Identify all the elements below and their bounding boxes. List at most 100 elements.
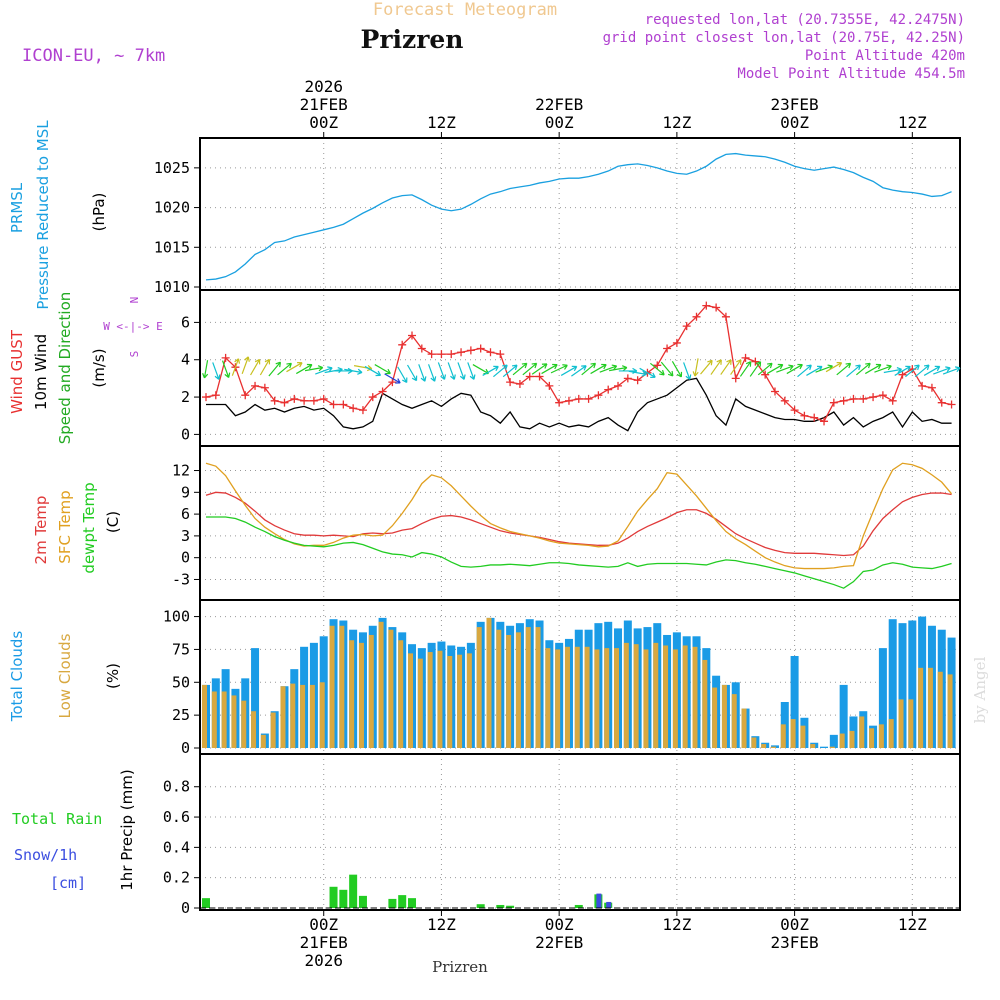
wind-ytick-label: 0 [181, 425, 190, 443]
wind-arrow [221, 360, 231, 378]
snow-bar [606, 901, 612, 908]
gust-marker [937, 398, 946, 407]
low-cloud-bar [643, 649, 649, 748]
low-cloud-bar [672, 649, 678, 748]
gust-marker [241, 391, 250, 400]
gust-marker [506, 378, 515, 387]
wind-arrow [212, 362, 221, 380]
gust-marker [211, 391, 220, 400]
pressure-frame [199, 137, 961, 291]
low-cloud-bar [378, 621, 384, 748]
wind-arrow [766, 363, 784, 375]
gust-marker [270, 396, 279, 405]
low-cloud-bar [878, 724, 884, 748]
wind-arrow [286, 362, 303, 373]
gust-marker [260, 383, 269, 392]
pressure-ytick-label: 1015 [154, 238, 190, 256]
low-cloud-bar [555, 649, 561, 748]
pressure-label-desc: Pressure Reduced to MSL [34, 120, 52, 310]
low-cloud-bar [241, 700, 247, 748]
cloud-unit: (%) [104, 663, 122, 689]
clouds-ytick-label: 0 [181, 739, 190, 757]
gust-marker [947, 400, 956, 409]
wind-labels: Wind GUST 10m Wind Speed and Direction (… [8, 292, 163, 445]
gust-marker [476, 344, 485, 353]
wind-arrow [894, 365, 911, 376]
temperature-frame [199, 445, 961, 601]
total-cloud-bar [770, 745, 779, 748]
gust-marker [457, 348, 466, 357]
wind-arrow [296, 363, 313, 375]
gust-marker [770, 387, 779, 396]
footer-location: Prizren [432, 958, 488, 976]
time-label-bottom: 00Z [780, 915, 809, 934]
precip-ytick-label: 0.6 [163, 808, 190, 826]
wind-arrow [437, 362, 447, 380]
gust-marker [859, 394, 868, 403]
time-label-top: 21FEB [300, 95, 348, 114]
low-cloud-bar [927, 667, 933, 748]
low-cloud-bar [810, 744, 816, 748]
low-cloud-bar [408, 653, 414, 748]
wind-arrow [493, 364, 508, 378]
wind-arrow [384, 373, 401, 384]
wind10-line [206, 377, 952, 432]
low-cloud-bar [682, 645, 688, 748]
gust-marker [447, 350, 456, 359]
wind-arrow [599, 364, 618, 373]
total-cloud-bar [839, 684, 848, 748]
gust-marker [525, 372, 534, 381]
wind-label-gust: Wind GUST [8, 329, 26, 414]
low-cloud-bar [780, 724, 786, 748]
low-cloud-bar [937, 671, 943, 748]
gust-marker [417, 344, 426, 353]
precip-label-rain: Total Rain [12, 810, 102, 828]
compass-we: W <-|-> E [103, 320, 163, 333]
wind-arrow [277, 362, 292, 376]
wind-arrow [353, 365, 373, 372]
wind-arrow [846, 364, 861, 378]
low-cloud-bar [457, 654, 463, 748]
total-cloud-bar [829, 734, 838, 748]
gust-marker [849, 394, 858, 403]
low-cloud-bar [398, 640, 404, 748]
low-cloud-bar [731, 694, 737, 748]
wind-arrow [541, 363, 558, 375]
time-label-bottom: 23FEB [771, 933, 819, 952]
wind-arrow [864, 363, 882, 375]
gust-marker [300, 396, 309, 405]
gust-marker [633, 376, 642, 385]
low-cloud-bar [211, 691, 217, 748]
gust-marker [918, 381, 927, 390]
model-altitude: Model Point Altitude 454.5m [737, 66, 965, 82]
low-cloud-bar [486, 617, 492, 748]
low-cloud-bar [515, 632, 521, 748]
wind-arrow [531, 363, 548, 375]
low-cloud-bar [702, 659, 708, 748]
low-cloud-bar [388, 629, 394, 748]
wind-arrow [397, 366, 408, 383]
gust-marker [614, 381, 623, 390]
wind-arrow [512, 362, 528, 376]
low-cloud-bar [692, 646, 698, 748]
low-cloud-bar [251, 711, 257, 748]
gust-marker [388, 378, 397, 387]
wind-arrow [905, 364, 920, 378]
gust-marker [358, 406, 367, 415]
precip-panel: 0 0.2 0.4 0.6 0.8 [163, 753, 961, 917]
wind-arrow [710, 359, 722, 375]
model-label: ICON-EU, ~ 7km [22, 46, 165, 66]
precip-ytick-label: 0 [181, 899, 190, 917]
low-cloud-bar [506, 634, 512, 748]
low-cloud-bar [466, 653, 472, 748]
low-cloud-bar [290, 683, 296, 748]
gust-marker [927, 383, 936, 392]
gust-marker [672, 338, 681, 347]
wind-arrow [757, 362, 773, 376]
sfc-line [205, 462, 953, 570]
pressure-ytick-label: 1010 [154, 278, 190, 296]
low-cloud-bar [604, 648, 610, 748]
wind-arrow [472, 364, 489, 375]
wind-arrow [250, 358, 261, 376]
wind-arrow [649, 362, 665, 376]
